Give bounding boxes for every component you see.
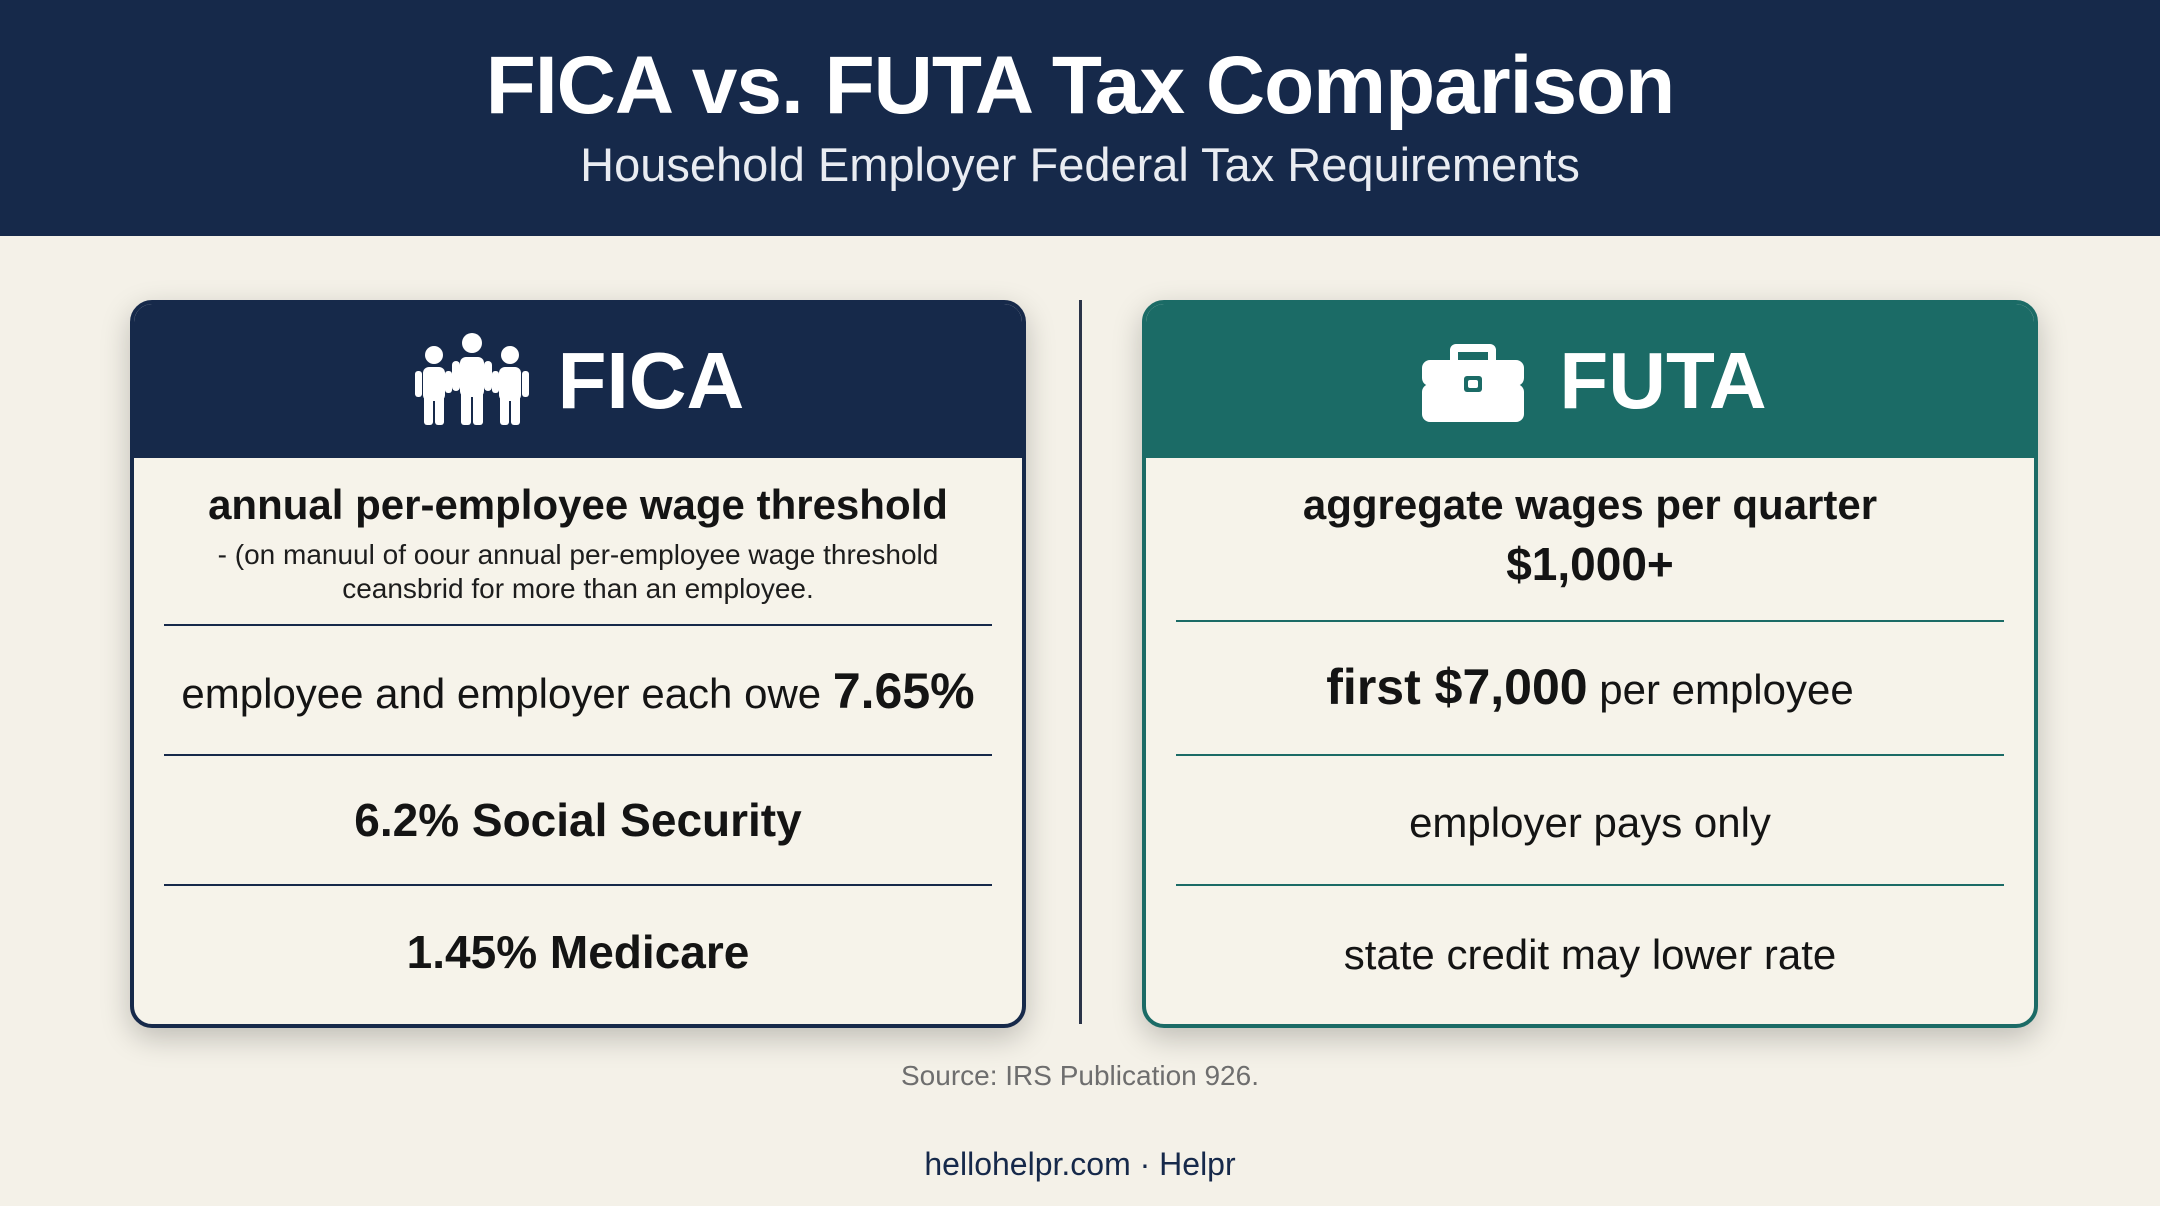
futa-card: FUTA aggregate wages per quarter $1,000+… <box>1142 300 2038 1028</box>
fica-divider-2 <box>164 754 992 756</box>
fica-card-title: FICA <box>557 336 745 425</box>
fica-divider-1 <box>164 624 992 626</box>
futa-wage-base-text: per employee <box>1599 666 1854 713</box>
futa-threshold-heading: aggregate wages per quarter <box>1302 481 1878 528</box>
fica-threshold-note-line1: - (on manuul of oour annual per-employee… <box>217 539 939 570</box>
futa-card-title: FUTA <box>1559 336 1767 425</box>
fica-rate-text: employee and employer each owe <box>181 670 822 717</box>
futa-payer: employer pays only <box>1409 799 1771 846</box>
page-title: FICA vs. FUTA Tax Comparison <box>485 40 1675 131</box>
futa-divider-3 <box>1176 884 2004 886</box>
people-group-icon <box>412 331 532 431</box>
fica-card: FICA annual per-employee wage threshold … <box>130 300 1026 1028</box>
futa-wage-base-value: first $7,000 <box>1326 659 1588 715</box>
futa-wage-base-row: first $7,000 per employee <box>1176 662 2004 715</box>
briefcase-icon <box>1413 331 1533 431</box>
fica-social-security: 6.2% Social Security <box>354 794 802 846</box>
fica-card-header: FICA <box>134 304 1022 458</box>
fica-rate-value: 7.65% <box>832 663 975 719</box>
fica-rate-row: employee and employer each owe 7.65% <box>164 666 992 719</box>
page-subtitle: Household Employer Federal Tax Requireme… <box>580 138 1580 191</box>
fica-medicare: 1.45% Medicare <box>406 926 750 978</box>
fica-threshold-heading: annual per-employee wage threshold <box>208 481 948 528</box>
source-note: Source: IRS Publication 926. <box>901 1060 1259 1091</box>
futa-state-credit: state credit may lower rate <box>1343 931 1837 978</box>
futa-threshold-value: $1,000+ <box>1506 538 1674 590</box>
center-divider <box>1079 300 1082 1024</box>
header-banner: FICA vs. FUTA Tax Comparison Household E… <box>0 0 2160 236</box>
futa-divider-1 <box>1176 620 2004 622</box>
fica-threshold-note-line2: ceansbrid for more than an employee. <box>342 573 814 604</box>
futa-divider-2 <box>1176 754 2004 756</box>
futa-card-header: FUTA <box>1146 304 2034 458</box>
brand-footer: hellohelpr.com · Helpr <box>924 1146 1236 1182</box>
fica-divider-3 <box>164 884 992 886</box>
